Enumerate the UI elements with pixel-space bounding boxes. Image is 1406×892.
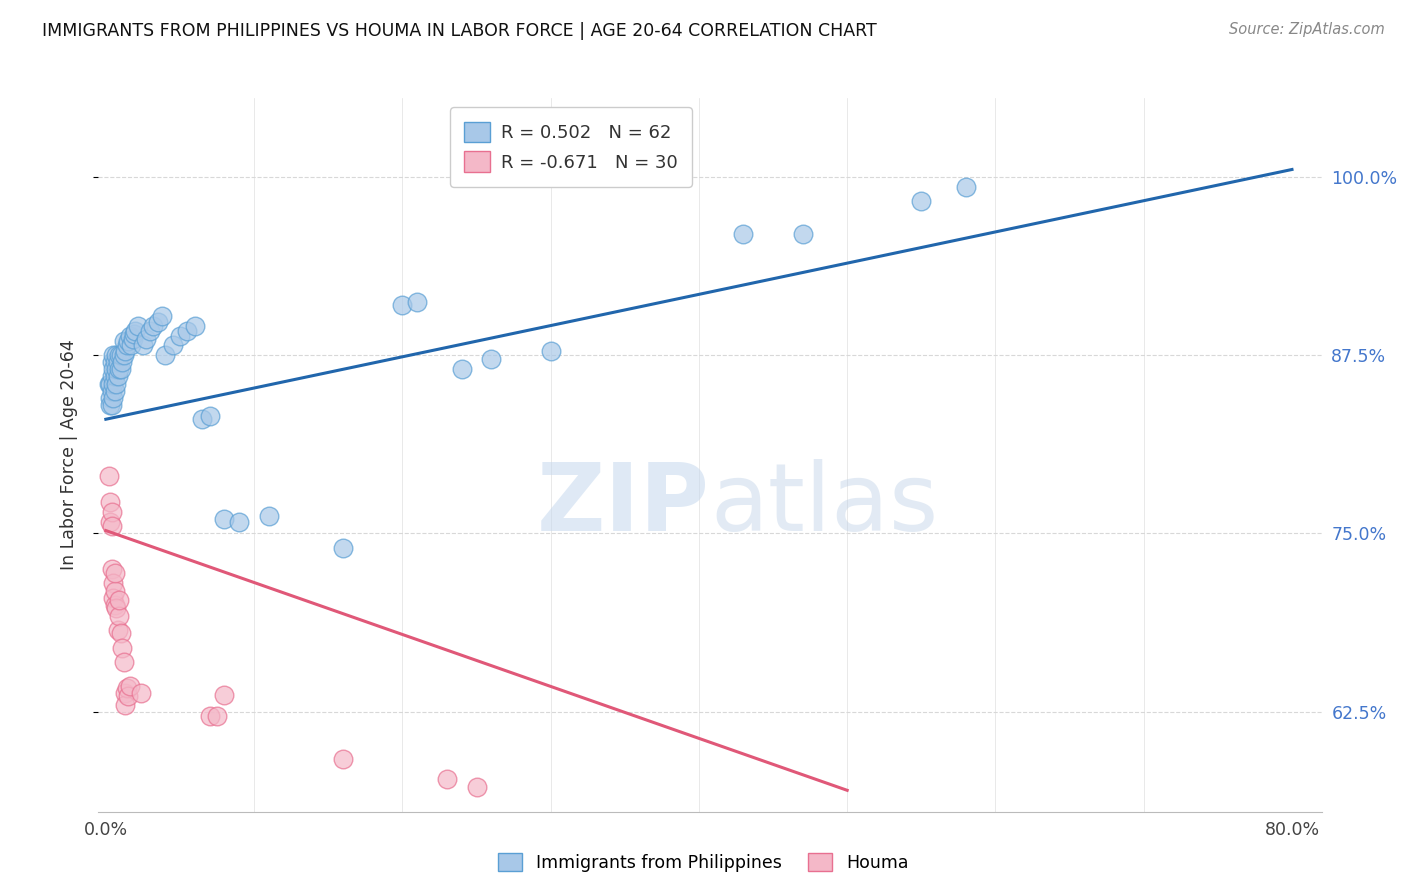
Point xyxy=(100,398,122,412)
Point xyxy=(104,598,127,612)
Point xyxy=(436,772,458,786)
Point xyxy=(107,624,129,638)
Point xyxy=(100,519,122,533)
Point xyxy=(100,369,122,384)
Point xyxy=(103,362,125,376)
Point xyxy=(112,655,135,669)
Point xyxy=(97,469,120,483)
Point xyxy=(111,640,134,655)
Point xyxy=(107,355,129,369)
Point xyxy=(479,352,502,367)
Point xyxy=(198,709,221,723)
Point xyxy=(142,319,165,334)
Point xyxy=(910,194,932,208)
Point xyxy=(105,362,128,376)
Point xyxy=(540,343,562,358)
Point xyxy=(214,512,236,526)
Point xyxy=(205,709,228,723)
Point xyxy=(110,348,132,362)
Point xyxy=(228,515,250,529)
Point xyxy=(792,227,814,241)
Point xyxy=(153,348,176,362)
Point xyxy=(118,679,141,693)
Point xyxy=(332,541,354,555)
Point xyxy=(105,600,128,615)
Point xyxy=(111,355,134,369)
Point xyxy=(98,398,121,412)
Point xyxy=(450,362,472,376)
Point xyxy=(150,310,173,324)
Point xyxy=(117,689,139,703)
Legend: Immigrants from Philippines, Houma: Immigrants from Philippines, Houma xyxy=(491,847,915,879)
Text: ZIP: ZIP xyxy=(537,458,710,551)
Point xyxy=(169,329,191,343)
Point xyxy=(139,324,162,338)
Point xyxy=(112,348,135,362)
Legend: R = 0.502   N = 62, R = -0.671   N = 30: R = 0.502 N = 62, R = -0.671 N = 30 xyxy=(450,107,692,186)
Point xyxy=(146,315,169,329)
Point xyxy=(176,324,198,338)
Point xyxy=(391,298,413,312)
Point xyxy=(120,338,142,352)
Point xyxy=(112,334,135,348)
Point xyxy=(104,566,127,581)
Point xyxy=(122,326,145,341)
Point xyxy=(110,626,132,640)
Point xyxy=(117,334,139,348)
Text: Source: ZipAtlas.com: Source: ZipAtlas.com xyxy=(1229,22,1385,37)
Point xyxy=(100,562,122,576)
Point xyxy=(108,609,131,624)
Point xyxy=(114,343,136,358)
Point xyxy=(115,681,138,695)
Point xyxy=(135,332,157,346)
Point xyxy=(104,369,127,384)
Point xyxy=(162,338,184,352)
Point xyxy=(127,319,149,334)
Point xyxy=(108,362,131,376)
Point xyxy=(118,329,141,343)
Point xyxy=(184,319,207,334)
Point xyxy=(104,355,127,369)
Point xyxy=(114,686,136,700)
Point xyxy=(103,391,125,405)
Point xyxy=(406,295,429,310)
Point xyxy=(108,593,131,607)
Point xyxy=(98,391,121,405)
Point xyxy=(214,688,236,702)
Y-axis label: In Labor Force | Age 20-64: In Labor Force | Age 20-64 xyxy=(59,340,77,570)
Point xyxy=(98,376,121,391)
Point xyxy=(114,698,136,712)
Point xyxy=(98,515,121,529)
Point xyxy=(103,348,125,362)
Point xyxy=(132,338,155,352)
Point xyxy=(103,576,125,591)
Point xyxy=(100,505,122,519)
Point xyxy=(103,376,125,391)
Point xyxy=(733,227,755,241)
Point xyxy=(104,583,127,598)
Point xyxy=(257,509,280,524)
Point xyxy=(121,332,143,346)
Point xyxy=(100,355,122,369)
Point xyxy=(131,686,153,700)
Point xyxy=(107,369,129,384)
Point xyxy=(332,752,354,766)
Point xyxy=(104,384,127,398)
Point xyxy=(110,362,132,376)
Point xyxy=(124,324,146,338)
Point xyxy=(108,348,131,362)
Point xyxy=(103,591,125,605)
Point xyxy=(198,409,221,424)
Point xyxy=(100,384,122,398)
Point xyxy=(115,338,138,352)
Point xyxy=(465,780,488,795)
Point xyxy=(97,376,120,391)
Point xyxy=(98,495,121,509)
Point xyxy=(955,179,977,194)
Text: IMMIGRANTS FROM PHILIPPINES VS HOUMA IN LABOR FORCE | AGE 20-64 CORRELATION CHAR: IMMIGRANTS FROM PHILIPPINES VS HOUMA IN … xyxy=(42,22,877,40)
Text: atlas: atlas xyxy=(710,458,938,551)
Point xyxy=(105,376,128,391)
Point xyxy=(191,412,214,426)
Point xyxy=(105,348,128,362)
